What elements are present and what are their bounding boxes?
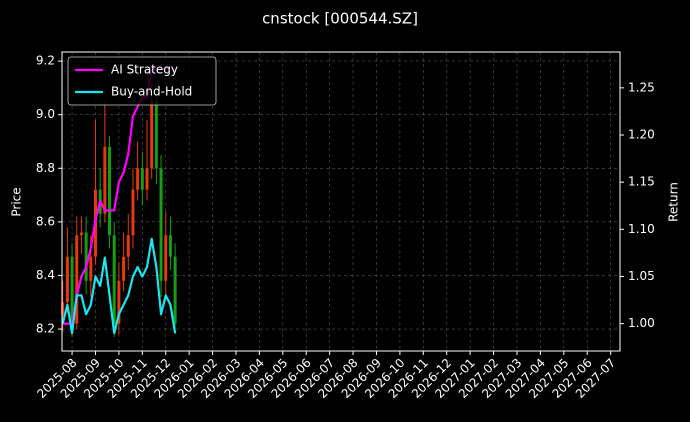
y2-tick-label: 1.00 [628,316,655,330]
candle-body [150,101,154,169]
candle-body [126,235,130,257]
candle-body [61,302,65,316]
legend-label: Buy-and-Hold [111,85,192,99]
y-tick-label: 8.6 [36,214,55,228]
candle-body [145,168,149,190]
candle-body [140,168,144,190]
candle-body [89,256,93,281]
candle-body [131,189,135,236]
candle-body [103,146,107,214]
candle-body [79,232,83,236]
candle-body [173,256,177,324]
y2-tick-label: 1.15 [628,175,655,189]
legend: AI Strategy Buy-and-Hold [67,56,217,106]
candle-body [164,235,168,281]
candle-body [108,146,112,236]
candle-body [65,256,69,303]
candle-body [70,256,74,324]
y2-tick-label: 1.05 [628,269,655,283]
y-tick-label: 9.2 [36,54,55,68]
y-tick-label: 8.8 [36,161,55,175]
legend-box [67,56,217,106]
candle-body [122,256,126,281]
y-axis-label: Price [10,187,24,216]
candle-body [136,168,140,190]
candle-body [159,168,163,281]
y-tick-label: 8.4 [36,268,55,282]
candle-body [75,235,79,324]
candle-body [117,280,121,324]
candle-body [168,235,172,257]
candle-body [154,101,158,169]
y2-tick-label: 1.20 [628,128,655,142]
y2-tick-label: 1.25 [628,80,655,94]
candle-body [84,232,88,281]
plot-frame [61,51,621,352]
return-line [61,237,177,335]
y2-tick-label: 1.10 [628,222,655,236]
y2-axis-label: Return [667,182,681,222]
y-tick-label: 9.0 [36,107,55,121]
chart-title: cnstock [000544.SZ] [262,10,418,28]
legend-label: AI Strategy [111,63,178,77]
candle-body [112,235,116,324]
y-tick-label: 8.2 [36,322,55,336]
